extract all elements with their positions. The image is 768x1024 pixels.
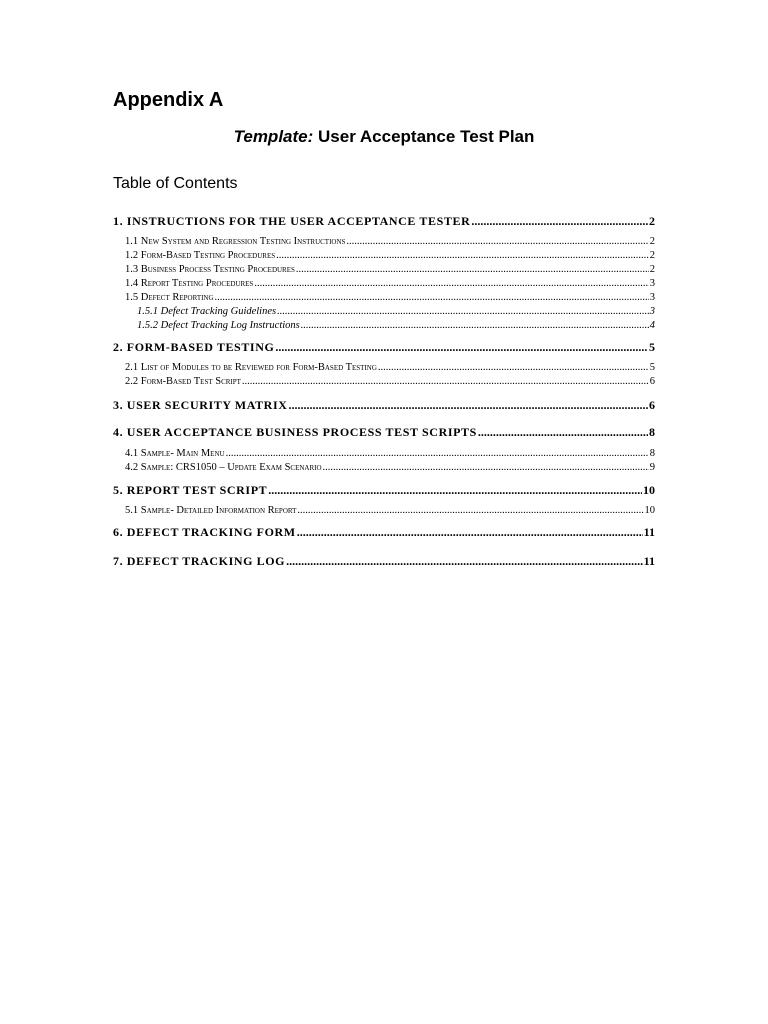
- toc-entry[interactable]: 1.1 New System and Regression Testing In…: [125, 236, 655, 247]
- toc-entry[interactable]: 3. USER SECURITY MATRIX 6: [113, 398, 655, 413]
- dot-leader: [323, 462, 649, 473]
- title-text: User Acceptance Test Plan: [318, 127, 535, 146]
- toc-entry-page: 10: [644, 505, 656, 516]
- toc-entry-page: 2: [649, 264, 655, 275]
- toc-entry-label: 1.5.2 Defect Tracking Log Instructions: [137, 320, 300, 331]
- document-title: Template: User Acceptance Test Plan: [0, 127, 768, 147]
- toc-entry-page: 2: [649, 214, 655, 228]
- dot-leader: [297, 525, 643, 540]
- toc-entry-label: 7. DEFECT TRACKING LOG: [113, 554, 286, 568]
- toc-entry-label: 1.5.1 Defect Tracking Guidelines: [137, 306, 277, 317]
- toc-entry-label: 4.1 Sample- Main Menu: [125, 448, 225, 459]
- toc-entry-page: 6: [649, 376, 655, 387]
- dot-leader: [296, 264, 649, 275]
- toc-entry-page: 5: [649, 362, 655, 373]
- dot-leader: [226, 448, 649, 459]
- toc-entry-page: 2: [649, 236, 655, 247]
- toc-entry[interactable]: 4.1 Sample- Main Menu 8: [125, 448, 655, 459]
- toc-entry-page: 3: [649, 292, 655, 303]
- dot-leader: [471, 214, 648, 229]
- toc-entry-label: 1.5 Defect Reporting: [125, 292, 214, 303]
- toc-heading: Table of Contents: [113, 175, 238, 192]
- toc-entry-label: 4.2 Sample: CRS1050 – Update Exam Scenar…: [125, 462, 322, 473]
- toc-entry-label: 5.1 Sample- Detailed Information Report: [125, 505, 297, 516]
- toc-entry[interactable]: 1.5.2 Defect Tracking Log Instructions 4: [137, 320, 655, 331]
- toc-entry[interactable]: 2.2 Form-Based Test Script 6: [125, 376, 655, 387]
- toc-entry-label: 2. FORM-BASED TESTING: [113, 340, 275, 354]
- toc-entry-label: 2.2 Form-Based Test Script: [125, 376, 241, 387]
- toc-entry-label: 3. USER SECURITY MATRIX: [113, 398, 288, 412]
- toc-entry[interactable]: 4.2 Sample: CRS1050 – Update Exam Scenar…: [125, 462, 655, 473]
- toc-entry[interactable]: 1.2 Form-Based Testing Procedures 2: [125, 250, 655, 261]
- toc-entry[interactable]: 5. REPORT TEST SCRIPT 10: [113, 483, 655, 498]
- toc-entry-page: 11: [643, 554, 655, 568]
- toc-entry-page: 10: [643, 483, 655, 497]
- toc-entry[interactable]: 2. FORM-BASED TESTING 5: [113, 340, 655, 355]
- toc-entry[interactable]: 1.3 Business Process Testing Procedures 2: [125, 264, 655, 275]
- toc-entry-label: 2.1 List of Modules to be Reviewed for F…: [125, 362, 377, 373]
- toc-entry-page: 3: [649, 306, 655, 317]
- dot-leader: [286, 554, 643, 569]
- toc-entry-label: 4. USER ACCEPTANCE BUSINESS PROCESS TEST…: [113, 425, 477, 439]
- dot-leader: [254, 278, 648, 289]
- dot-leader: [378, 362, 649, 373]
- toc-entry-page: 11: [643, 525, 655, 539]
- toc-entry[interactable]: 7. DEFECT TRACKING LOG 11: [113, 554, 655, 569]
- toc-entry-label: 5. REPORT TEST SCRIPT: [113, 483, 268, 497]
- toc-entry[interactable]: 4. USER ACCEPTANCE BUSINESS PROCESS TEST…: [113, 425, 655, 440]
- dot-leader: [276, 250, 649, 261]
- toc-entry-page: 4: [649, 320, 655, 331]
- toc-entry-label: 1. INSTRUCTIONS FOR THE USER ACCEPTANCE …: [113, 214, 471, 228]
- toc-entry[interactable]: 6. DEFECT TRACKING FORM 11: [113, 525, 655, 540]
- toc-entry-page: 5: [649, 340, 655, 354]
- toc-entry-page: 8: [649, 448, 655, 459]
- toc-entry[interactable]: 5.1 Sample- Detailed Information Report 1…: [125, 505, 655, 516]
- toc-entry-page: 3: [649, 278, 655, 289]
- dot-leader: [268, 483, 642, 498]
- dot-leader: [289, 398, 649, 413]
- dot-leader: [277, 306, 649, 317]
- dot-leader: [297, 505, 643, 516]
- toc-entry-label: 1.2 Form-Based Testing Procedures: [125, 250, 276, 261]
- toc-entry[interactable]: 1.4 Report Testing Procedures 3: [125, 278, 655, 289]
- toc-entry-page: 8: [649, 425, 655, 439]
- toc-entry[interactable]: 1.5.1 Defect Tracking Guidelines 3: [137, 306, 655, 317]
- toc-entry-label: 6. DEFECT TRACKING FORM: [113, 525, 296, 539]
- toc-entry-page: 2: [649, 250, 655, 261]
- toc-entry[interactable]: 1.5 Defect Reporting 3: [125, 292, 655, 303]
- dot-leader: [215, 292, 649, 303]
- dot-leader: [301, 320, 649, 331]
- toc-entry-page: 6: [649, 398, 655, 412]
- toc-entry-page: 9: [649, 462, 655, 473]
- dot-leader: [346, 236, 648, 247]
- toc-entry[interactable]: 2.1 List of Modules to be Reviewed for F…: [125, 362, 655, 373]
- toc-entry-label: 1.3 Business Process Testing Procedures: [125, 264, 295, 275]
- toc-entry-label: 1.4 Report Testing Procedures: [125, 278, 254, 289]
- appendix-heading: Appendix A: [113, 89, 224, 111]
- title-prefix: Template:: [233, 127, 314, 146]
- dot-leader: [478, 425, 648, 440]
- dot-leader: [275, 340, 648, 355]
- toc-entry[interactable]: 1. INSTRUCTIONS FOR THE USER ACCEPTANCE …: [113, 214, 655, 229]
- dot-leader: [242, 376, 649, 387]
- toc-entry-label: 1.1 New System and Regression Testing In…: [125, 236, 346, 247]
